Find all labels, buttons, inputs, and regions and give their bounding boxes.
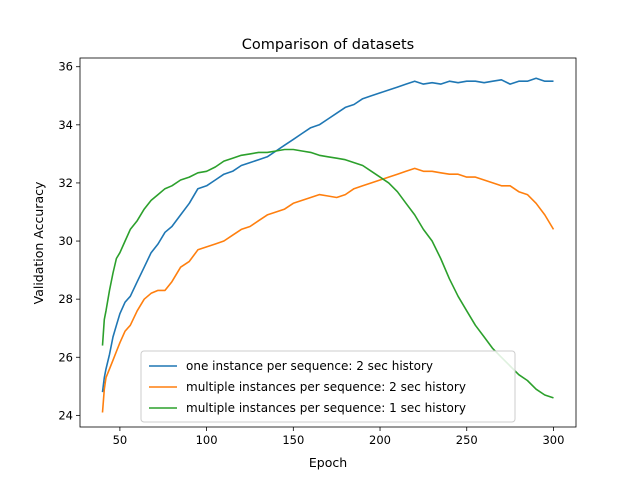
y-axis: 24 26 28 30 32 34 36 (58, 60, 80, 422)
plot-frame (79, 57, 577, 428)
plot-lines (101, 77, 555, 413)
legend-label-2: multiple instances per sequence: 2 sec h… (186, 380, 466, 394)
y-tick-label: 30 (58, 234, 73, 248)
y-tick-label: 26 (58, 350, 73, 364)
legend-label-1: one instance per sequence: 2 sec history (186, 359, 433, 373)
y-tick-label: 28 (58, 292, 73, 306)
y-tick-label: 34 (58, 118, 73, 132)
legend-label-3: multiple instances per sequence: 1 sec h… (186, 401, 466, 415)
x-tick-label: 150 (282, 433, 304, 447)
legend: one instance per sequence: 2 sec history… (140, 350, 516, 423)
x-tick-label: 100 (196, 433, 218, 447)
series-line-2 (101, 167, 555, 413)
x-tick-label: 200 (369, 433, 391, 447)
series-line-1 (101, 77, 554, 393)
y-axis-label: Validation Accuracy (31, 181, 46, 304)
y-tick-label: 32 (58, 176, 73, 190)
y-tick-label: 24 (58, 408, 73, 422)
x-tick-label: 250 (456, 433, 478, 447)
x-tick-label: 50 (113, 433, 128, 447)
legend-box (140, 350, 516, 423)
y-tick-label: 36 (58, 60, 73, 74)
chart-title: Comparison of datasets (242, 37, 414, 53)
x-tick-label: 300 (542, 433, 564, 447)
x-axis-label: Epoch (309, 455, 347, 470)
series-line-3 (101, 148, 554, 399)
x-axis: 50 100 150 200 250 300 (113, 427, 564, 447)
